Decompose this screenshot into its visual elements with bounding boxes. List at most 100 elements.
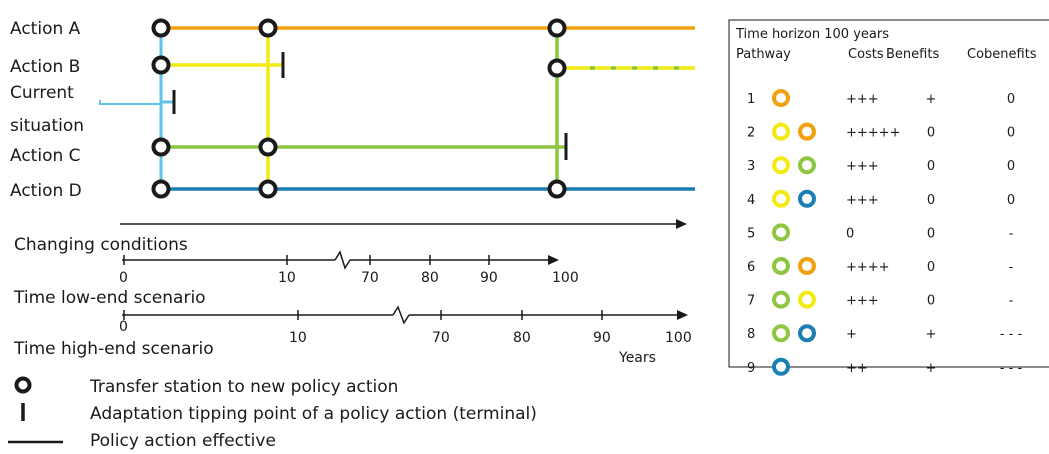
- table-cell-benefits: 0: [927, 193, 935, 208]
- table-cell-cobenefits: -: [1009, 226, 1014, 241]
- table-cell-cobenefits: 0: [1007, 159, 1015, 174]
- pathway-action-circle: [772, 223, 790, 242]
- pathway-action-circle: [798, 257, 816, 275]
- transfer-station: [258, 137, 278, 157]
- table-header-benefits: Benefits: [886, 47, 939, 62]
- time-high-axis-break: [392, 305, 410, 325]
- table-cell-benefits: +: [926, 361, 937, 376]
- action-b-label: Action B: [10, 57, 80, 77]
- transfer-station: [547, 58, 567, 78]
- table-header-pathway: Pathway: [736, 47, 791, 62]
- table-cell-benefits: 0: [927, 294, 935, 309]
- table-title: Time horizon 100 years: [735, 27, 889, 42]
- pathway-action-circle: [798, 189, 816, 208]
- time-high-tick-label-90: 90: [593, 330, 611, 346]
- transfer-station: [151, 179, 171, 199]
- table-cell-cobenefits: 0: [1007, 92, 1015, 107]
- time-high-tick-label-70: 70: [432, 330, 450, 346]
- table-row-number: 7: [747, 294, 755, 309]
- time-low-tick-label-0: 0: [119, 270, 128, 286]
- table-row-number: 6: [747, 260, 755, 275]
- table-cell-cobenefits: 0: [1007, 126, 1015, 141]
- transfer-station: [151, 18, 171, 38]
- changing-conditions-arrowhead: [676, 219, 687, 229]
- table-header-costs: Costs: [848, 47, 884, 62]
- time-high-label: Time high-end scenario: [13, 339, 214, 359]
- table-cell-cobenefits: 0: [1007, 193, 1015, 208]
- current-situation-label-1: Current: [10, 83, 74, 103]
- action-d-label: Action D: [10, 181, 82, 201]
- table-row-number: 3: [747, 159, 755, 174]
- changing-conditions-label: Changing conditions: [14, 235, 188, 255]
- table-row-number: 8: [747, 327, 755, 342]
- pathway-table: Time horizon 100 years Pathway Costs Ben…: [728, 19, 1049, 376]
- table-rows: 1 +++ +02 +++++ 0 03 +++ 0 04 +++ 0 05 0 0 -6 ++++ 0 -7 ++…: [747, 89, 1023, 376]
- time-low-tick-label-70: 70: [361, 270, 379, 286]
- time-low-tick-label-90: 90: [480, 270, 498, 286]
- table-cell-benefits: 0: [927, 159, 935, 174]
- table-row-number: 5: [747, 226, 755, 241]
- time-low-tick-label-100: 100: [552, 270, 579, 286]
- table-cell-costs: 0: [846, 226, 854, 241]
- time-high-tick-label-100: 100: [665, 330, 692, 346]
- table-cell-costs: +++: [846, 294, 879, 309]
- pathway-action-circle: [772, 357, 790, 376]
- time-low-label: Time low-end scenario: [13, 288, 206, 308]
- table-cell-costs: +: [846, 327, 857, 342]
- current-pointer-line: [99, 100, 161, 105]
- table-cell-cobenefits: -: [1009, 294, 1014, 309]
- time-low-tick-label-10: 10: [278, 270, 296, 286]
- pathway-lines: [99, 26, 695, 191]
- pathway-action-circle: [798, 156, 816, 175]
- table-cell-costs: ++: [846, 361, 868, 376]
- current-situation-label-2: situation: [10, 116, 84, 136]
- table-row-number: 2: [747, 126, 755, 141]
- transfer-station: [151, 137, 171, 157]
- table-cell-costs: ++++: [846, 260, 890, 275]
- transfer-station: [258, 18, 278, 38]
- time-high-arrowhead: [677, 310, 688, 320]
- transfer-station: [547, 18, 567, 38]
- time-low-arrowhead: [548, 255, 559, 265]
- table-cell-benefits: 0: [927, 260, 935, 275]
- legend-transfer-icon: [14, 376, 32, 394]
- table-row-number: 1: [747, 92, 755, 107]
- time-high-axis: [122, 305, 680, 325]
- table-cell-cobenefits: -: [1009, 260, 1014, 275]
- pathway-action-circle: [772, 290, 790, 309]
- action-a-label: Action A: [10, 19, 81, 39]
- pathway-action-circle: [772, 156, 790, 175]
- time-high-tick-label-10: 10: [289, 330, 307, 346]
- pathway-action-circle: [798, 122, 816, 141]
- transfer-station: [258, 179, 278, 199]
- action-c-label: Action C: [10, 146, 81, 166]
- time-high-tick-label-80: 80: [513, 330, 531, 346]
- table-row-number: 4: [747, 193, 755, 208]
- time-low-tick-label-80: 80: [421, 270, 439, 286]
- table-row-number: 9: [747, 361, 755, 376]
- table-cell-costs: +++: [846, 92, 879, 107]
- table-cell-benefits: +: [926, 327, 937, 342]
- table-cell-costs: +++: [846, 159, 879, 174]
- table-cell-benefits: +: [926, 92, 937, 107]
- table-cell-cobenefits: - - -: [1000, 327, 1023, 342]
- table-cell-cobenefits: - - -: [1000, 361, 1023, 376]
- pathway-action-circle: [798, 290, 816, 309]
- pathway-action-circle: [798, 324, 816, 343]
- pathway-action-circle: [772, 89, 790, 107]
- pathway-action-circle: [772, 324, 790, 343]
- table-cell-benefits: 0: [927, 126, 935, 141]
- table-cell-costs: +++++: [846, 126, 900, 141]
- transfer-station: [151, 55, 171, 75]
- table-cell-costs: +++: [846, 193, 879, 208]
- table-header-cobenefits: Cobenefits: [967, 47, 1037, 62]
- years-label: Years: [618, 350, 656, 366]
- time-low-axis: [122, 250, 550, 270]
- table-cell-benefits: 0: [927, 226, 935, 241]
- time-low-axis-break: [334, 250, 351, 270]
- pathway-action-circle: [772, 257, 790, 275]
- transfer-station: [547, 179, 567, 199]
- pathway-action-circle: [772, 122, 790, 141]
- legend-tipping-label: Adaptation tipping point of a policy act…: [90, 404, 537, 424]
